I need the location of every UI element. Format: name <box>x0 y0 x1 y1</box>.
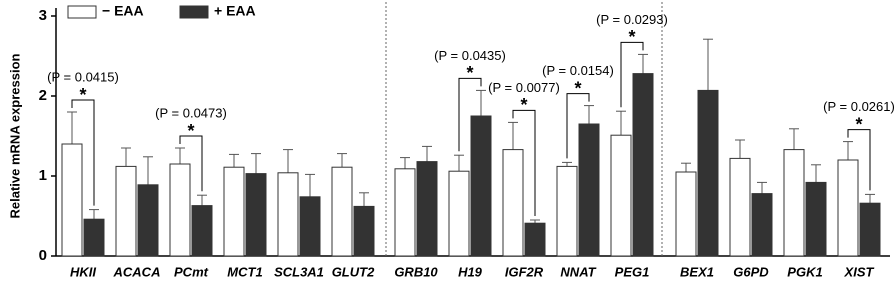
bar <box>697 89 719 257</box>
x-tick-label: G6PD <box>733 264 769 279</box>
bar <box>191 205 213 257</box>
x-tick-label: SCL3A1 <box>274 264 324 279</box>
significance-bracket <box>566 93 590 159</box>
x-tick-label: PEG1 <box>615 264 650 279</box>
legend-swatch <box>179 5 209 19</box>
x-tick-label: GRB10 <box>394 264 438 279</box>
legend-label: − EAA <box>102 3 144 19</box>
x-tick-label: PCmt <box>174 264 209 279</box>
bar <box>169 163 191 257</box>
significance-bracket <box>620 41 644 108</box>
significance-star: * <box>466 63 473 83</box>
x-tick-label: MCT1 <box>227 264 262 279</box>
p-value: (P = 0.0293) <box>596 12 668 27</box>
y-tick-label: 2 <box>39 87 47 104</box>
bar <box>448 170 470 257</box>
y-tick-label: 3 <box>39 7 47 24</box>
bar <box>610 134 632 257</box>
bar <box>223 166 245 257</box>
bar <box>331 166 353 257</box>
bar <box>783 149 805 257</box>
significance-star: * <box>520 95 527 115</box>
bar <box>299 196 321 257</box>
p-value: (P = 0.0154) <box>542 63 614 78</box>
significance-bracket <box>512 109 536 216</box>
bar <box>353 205 375 257</box>
significance-star: * <box>574 78 581 98</box>
x-tick-label: GLUT2 <box>332 264 375 279</box>
x-tick-label: PGK1 <box>787 264 822 279</box>
x-tick-label: H19 <box>458 264 483 279</box>
bar <box>115 165 137 257</box>
significance-bracket <box>71 99 95 206</box>
x-tick-label: BEX1 <box>680 264 714 279</box>
p-value: (P = 0.0077) <box>488 80 560 95</box>
x-tick-label: IGF2R <box>505 264 544 279</box>
x-tick-label: NNAT <box>560 264 596 279</box>
x-tick-label: HKII <box>70 264 96 279</box>
bar <box>524 222 546 257</box>
significance-bracket <box>847 129 871 191</box>
significance-bracket <box>179 135 203 192</box>
y-tick-label: 1 <box>39 167 47 184</box>
p-value: (P = 0.0415) <box>47 69 119 84</box>
y-axis-label: Relative mRNA expression <box>7 53 22 218</box>
bar <box>83 218 105 257</box>
bar <box>556 165 578 257</box>
bar <box>578 123 600 257</box>
bar <box>245 173 267 257</box>
bar <box>470 115 492 257</box>
bar <box>729 157 751 257</box>
bar <box>751 193 773 257</box>
bar <box>277 172 299 257</box>
bar <box>61 143 83 257</box>
x-tick-label: XIST <box>844 264 875 279</box>
x-tick-label: ACACA <box>113 264 161 279</box>
significance-star: * <box>855 114 862 134</box>
bar <box>837 159 859 257</box>
bar <box>675 171 697 257</box>
p-value: (P = 0.0261) <box>823 99 895 114</box>
bar <box>416 161 438 257</box>
legend-swatch <box>67 5 97 19</box>
bar <box>632 73 654 257</box>
p-value: (P = 0.0473) <box>155 105 227 120</box>
significance-star: * <box>79 85 86 105</box>
y-tick-label: 0 <box>39 247 47 264</box>
significance-star: * <box>187 121 194 141</box>
bar <box>137 184 159 257</box>
p-value: (P = 0.0435) <box>434 48 506 63</box>
bar <box>502 149 524 257</box>
bar <box>394 168 416 257</box>
bar <box>859 202 881 257</box>
legend-label: + EAA <box>214 3 256 19</box>
bar <box>805 181 827 257</box>
significance-bracket <box>458 77 482 152</box>
significance-star: * <box>628 27 635 47</box>
